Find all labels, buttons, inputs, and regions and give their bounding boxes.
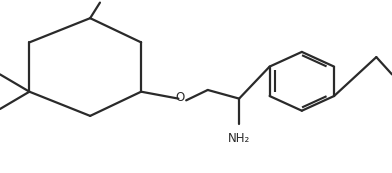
Text: NH₂: NH₂ [228,132,250,145]
Text: O: O [175,91,184,104]
